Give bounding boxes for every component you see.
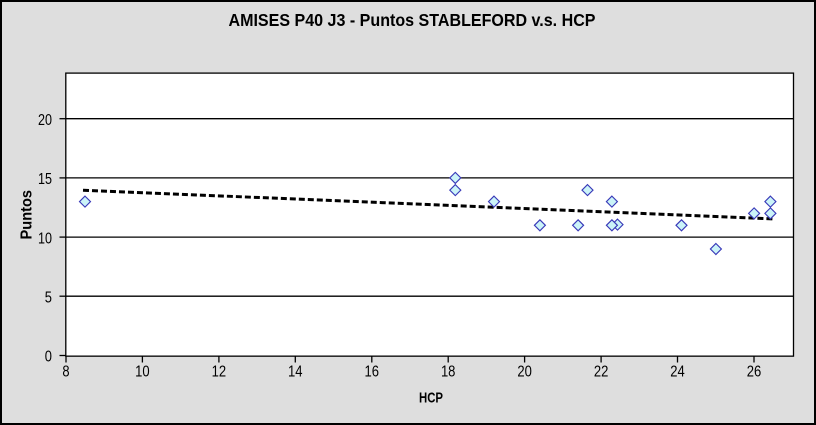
svg-text:20: 20 xyxy=(517,364,532,381)
svg-text:10: 10 xyxy=(38,230,52,247)
svg-text:5: 5 xyxy=(45,289,52,306)
svg-text:8: 8 xyxy=(62,364,69,381)
svg-text:HCP: HCP xyxy=(419,389,443,406)
svg-text:AMISES P40 J3 - Puntos STABLEF: AMISES P40 J3 - Puntos STABLEFORD v.s. H… xyxy=(229,10,596,30)
svg-text:15: 15 xyxy=(38,171,52,188)
svg-text:18: 18 xyxy=(441,364,456,381)
svg-text:20: 20 xyxy=(38,112,52,129)
svg-text:14: 14 xyxy=(288,364,303,381)
svg-text:24: 24 xyxy=(670,364,685,381)
svg-text:Puntos: Puntos xyxy=(19,190,36,240)
svg-text:26: 26 xyxy=(747,364,762,381)
svg-text:0: 0 xyxy=(45,349,52,366)
svg-text:12: 12 xyxy=(212,364,227,381)
svg-text:22: 22 xyxy=(594,364,609,381)
svg-text:16: 16 xyxy=(365,364,380,381)
svg-text:10: 10 xyxy=(135,364,150,381)
